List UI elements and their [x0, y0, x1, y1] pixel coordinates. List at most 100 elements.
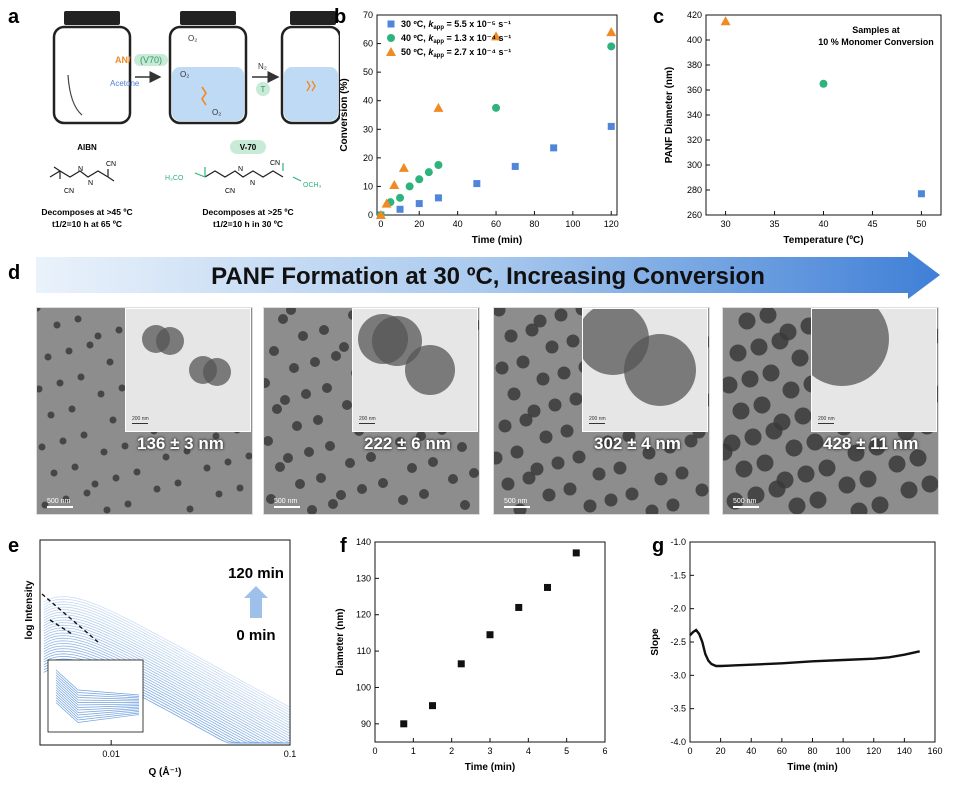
saxs-curve: [43, 611, 291, 724]
tem-image: 200 nm 302 ± 4 nm 500 nm: [493, 307, 710, 515]
reagent-an-label: AN/: [115, 55, 131, 65]
initiator2-desc-2: t1/2=10 h in 30 ºC: [213, 219, 283, 229]
y-tick-label: -3.0: [670, 670, 686, 680]
saxs-curve: [43, 635, 290, 744]
x-tick-label: 140: [897, 746, 912, 756]
y-tick-label: 40: [363, 96, 373, 106]
x-tick-label: 80: [807, 746, 817, 756]
data-point: [429, 702, 436, 710]
chart-c-ylabel: PANF Diameter (nm): [664, 67, 675, 164]
data-point: [434, 194, 442, 202]
solvent-label: Acetone: [110, 79, 140, 88]
v70-cn1: CN: [225, 188, 235, 195]
v70-cn2: CN: [270, 160, 280, 167]
x-tick-label: 5: [564, 746, 569, 756]
v70-ome1: H₃CO: [165, 175, 184, 182]
y-tick-label: 360: [687, 85, 702, 95]
time-arrow-up: [244, 586, 268, 618]
data-point: [491, 31, 502, 41]
x-tick-label: 60: [491, 219, 501, 229]
scale-bar: 500 nm: [733, 498, 759, 508]
x-tick-label: 40: [453, 219, 463, 229]
scale-bar-label: 500 nm: [274, 498, 298, 505]
vial2-o2-label-c: O₂: [212, 108, 221, 117]
scale-bar-label: 500 nm: [504, 498, 528, 505]
inset-curve: [55, 677, 140, 700]
y-tick-label: 110: [357, 646, 371, 656]
chart-e: 0.01 0.1 Q (Å⁻¹) log Intensity 120 min 0 …: [24, 539, 296, 778]
y-tick-label: 300: [687, 160, 702, 170]
fit-line: [49, 619, 73, 635]
y-tick-label: -1.5: [670, 570, 686, 580]
y-tick-label: -3.5: [670, 704, 686, 714]
data-point: [457, 660, 465, 668]
y-tick-label: 280: [687, 185, 702, 195]
vial-reacting: [280, 11, 340, 125]
inset-scale-bar: 200 nm: [818, 416, 835, 424]
chart-c-annotation-1: Samples at: [852, 25, 900, 35]
particle-size-label: 222 ± 6 nm: [364, 434, 451, 453]
y-tick-label: -1.0: [670, 537, 686, 547]
y-tick-label: 260: [687, 210, 702, 220]
y-tick-label: 380: [687, 60, 702, 70]
inset-scale-bar: 200 nm: [359, 416, 376, 424]
legend-marker: [387, 20, 395, 28]
tem-inset: [582, 308, 708, 432]
legend-entry: 40 ºC, kapp = 1.3 x 10⁻⁴ s⁻¹: [401, 33, 511, 45]
y-tick-label: -2.0: [670, 604, 686, 614]
chart-b-legend: 30 ºC, kapp = 5.5 x 10⁻⁵ s⁻¹ 40 ºC, kapp …: [386, 19, 511, 59]
time-top-label: 120 min: [228, 565, 284, 582]
panel-label-c: c: [653, 6, 665, 28]
aibn-n2: N: [88, 180, 93, 187]
saxs-curve: [43, 632, 291, 744]
x-tick-label: 0: [378, 219, 383, 229]
y-tick-label: 100: [356, 682, 371, 692]
chart-f-xlabel: Time (min): [465, 762, 515, 773]
data-point: [375, 210, 386, 219]
data-point: [492, 103, 501, 112]
v70-ome2: OCH₃: [303, 182, 322, 189]
saxs-curve: [43, 653, 290, 744]
chart-b-xlabel: Time (min): [472, 235, 522, 246]
inset-curve: [55, 674, 140, 699]
saxs-curve: [43, 627, 291, 740]
chart-b: 0 20 40 60 80 100 120 0 10 20 30 40 50 60 70 Time (min…: [339, 10, 619, 246]
saxs-curve: [43, 629, 291, 742]
x-tick-label: 40: [818, 219, 828, 229]
aibn-n1: N: [78, 166, 83, 173]
panel-label-d: d: [8, 262, 21, 284]
inset-curve: [55, 694, 140, 716]
panel-label-a: a: [8, 6, 20, 28]
vial2-o2-label-b: O₂: [180, 70, 189, 79]
data-point: [720, 16, 731, 26]
x-tick-label: 50: [916, 219, 926, 229]
saxs-curve: [43, 616, 291, 729]
saxs-curve: [43, 606, 291, 719]
aibn-cn2: CN: [106, 161, 116, 168]
v70-n1: N: [238, 166, 243, 173]
x-tick-label: 0: [372, 746, 377, 756]
x-tick-label: 0.01: [102, 749, 120, 759]
y-tick-label: 30: [363, 124, 373, 134]
panel-a-scheme: O₂ O₂ O₂ AN/ (V70) Acetone N₂ T AIBN CN …: [41, 11, 340, 229]
chart-b-ylabel: Conversion (%): [339, 78, 350, 151]
tem-inset: [352, 308, 478, 432]
y-tick-label: -2.5: [670, 637, 686, 647]
inset-curve: [55, 702, 140, 723]
saxs-curve: [43, 614, 291, 727]
aibn-cn1: CN: [64, 188, 74, 195]
x-tick-label: 160: [927, 746, 942, 756]
x-tick-label: 100: [565, 219, 580, 229]
x-tick-label: 20: [716, 746, 726, 756]
vial-filled: [168, 11, 248, 125]
legend-marker: [386, 47, 396, 56]
inset-curve: [55, 697, 140, 718]
saxs-curve: [43, 650, 290, 744]
scale-bar-label: 500 nm: [733, 498, 757, 505]
data-point: [415, 200, 423, 208]
data-point: [381, 198, 392, 208]
vial-empty: [52, 11, 132, 125]
panel-label-e: e: [8, 535, 20, 557]
reagent-v70-label: (V70): [140, 55, 162, 65]
banner-text: PANF Formation at 30 ºC, Increasing Conv…: [211, 263, 765, 290]
